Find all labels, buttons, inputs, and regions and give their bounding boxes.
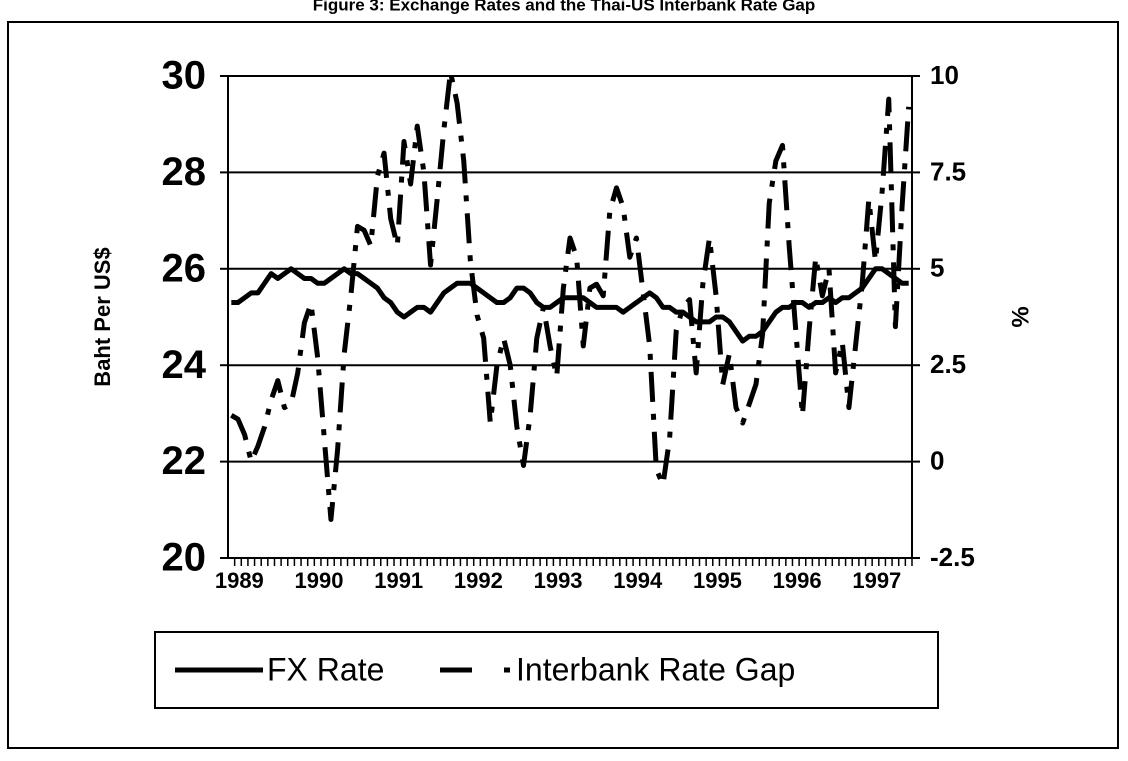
legend-box: [154, 631, 939, 709]
legend-label: FX Rate: [267, 651, 384, 687]
x-tick-label: 1995: [693, 568, 742, 593]
y2-tick-label: 7.5: [930, 156, 966, 186]
x-tick-label: 1994: [613, 568, 663, 593]
x-tick-label: 1996: [773, 568, 822, 593]
x-tick-label: 1989: [215, 568, 264, 593]
series-line: [230, 69, 912, 522]
y-tick-label: 20: [162, 536, 207, 580]
y2-tick-label: -2.5: [930, 542, 975, 572]
x-tick-label: 1993: [534, 568, 583, 593]
y-tick-label: 24: [162, 343, 207, 387]
y2-tick-label: 2.5: [930, 349, 966, 379]
y-tick-label: 22: [162, 439, 207, 483]
y2-tick-label: 10: [930, 60, 959, 90]
x-tick-label: 1991: [374, 568, 423, 593]
y-tick-label: 26: [162, 246, 207, 290]
y2-tick-label: 0: [930, 445, 944, 475]
legend-label: Interbank Rate Gap: [516, 651, 795, 687]
y-axis-title: Baht Per US$: [90, 247, 115, 386]
chart-frame: [7, 21, 1119, 749]
y-tick-label: 28: [162, 150, 207, 194]
x-tick-label: 1997: [852, 568, 901, 593]
y-tick-label: 30: [162, 54, 207, 98]
y2-tick-label: 5: [930, 253, 944, 283]
x-tick-label: 1990: [295, 568, 344, 593]
chart-title: Figure 3: Exchange Rates and the Thai-US…: [313, 0, 816, 14]
y2-axis-title: %: [1007, 306, 1034, 327]
x-tick-label: 1992: [454, 568, 503, 593]
